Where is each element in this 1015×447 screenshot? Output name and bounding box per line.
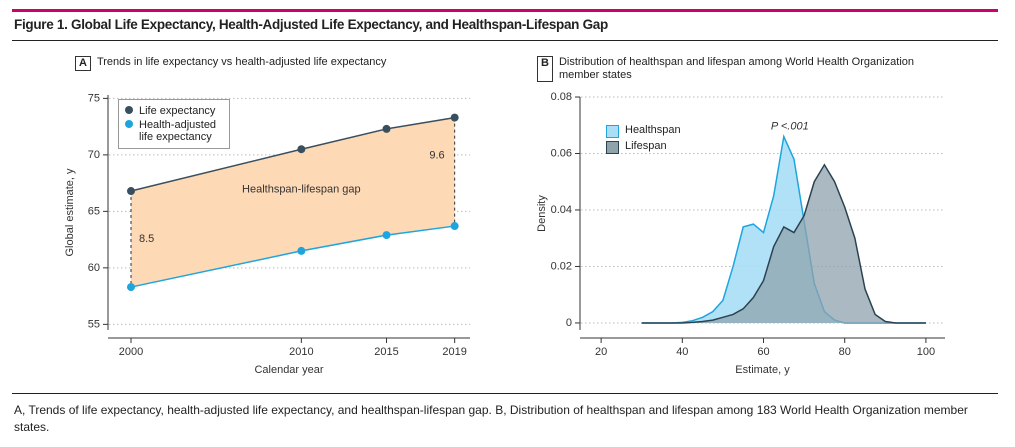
panel-header: A Trends in life expectancy vs health-adj…	[75, 56, 495, 71]
x-tick-label: 40	[676, 346, 688, 358]
legend-label: Healthspan	[625, 124, 681, 136]
legend-item: Healthspan	[606, 124, 681, 138]
legend-item: Lifespan	[606, 140, 681, 154]
point	[450, 113, 459, 122]
legend-item: Health-adjusted life expectancy	[125, 119, 223, 143]
rule	[12, 393, 998, 394]
caption: A, Trends of life expectancy, health-adj…	[14, 403, 968, 434]
top-bar	[12, 9, 998, 12]
legend-marker	[125, 120, 133, 128]
series-line	[130, 116, 455, 192]
legend-marker	[606, 125, 619, 138]
density-line	[641, 163, 926, 324]
y-tick-label: 70	[88, 149, 100, 161]
y-tick-label: 0.04	[551, 204, 572, 216]
x-tick-label: 100	[917, 346, 935, 358]
gap-label: Healthspan-lifespan gap	[242, 184, 361, 196]
panel-title: Distribution of healthspan and lifespan …	[558, 56, 915, 81]
x-tick-label: 2015	[374, 346, 398, 358]
y-tick-label: 0.06	[551, 147, 572, 159]
legend-marker	[125, 106, 133, 114]
x-axis-label: Calendar year	[254, 364, 323, 376]
panel-letter: A	[75, 56, 91, 71]
rule	[12, 40, 998, 41]
y-tick-label: 60	[88, 262, 100, 274]
legend: Healthspan Lifespan	[600, 119, 687, 159]
legend-label: Life expectancy	[139, 105, 216, 117]
x-tick-label: 2000	[119, 346, 143, 358]
point	[297, 246, 306, 255]
series-line	[130, 225, 455, 288]
legend-item: Life expectancy	[125, 105, 223, 117]
x-tick-label: 60	[757, 346, 769, 358]
gap-area	[130, 117, 455, 288]
panel-title: Trends in life expectancy vs health-adju…	[96, 56, 387, 68]
legend: Life expectancy Health-adjusted life expe…	[118, 99, 230, 149]
y-tick-label: 75	[88, 92, 100, 104]
gap-value: 9.6	[429, 149, 444, 161]
y-tick-label: 0.08	[551, 91, 572, 103]
gap-value: 8.5	[139, 233, 154, 245]
point	[297, 145, 306, 154]
y-axis-label: Global estimate, y	[64, 168, 76, 257]
y-tick-label: 55	[88, 318, 100, 330]
y-axis-label: Density	[536, 195, 548, 232]
point	[126, 283, 135, 292]
y-tick-label: 65	[88, 205, 100, 217]
point	[382, 231, 391, 240]
legend-label: Health-adjusted life expectancy	[139, 119, 217, 143]
annotation: P <.001	[771, 120, 809, 132]
y-tick-label: 0.02	[551, 260, 572, 272]
point	[450, 222, 459, 231]
x-tick-label: 20	[595, 346, 607, 358]
area-fill	[641, 164, 926, 323]
x-tick-label: 2019	[442, 346, 466, 358]
x-tick-label: 80	[839, 346, 851, 358]
point	[126, 187, 135, 196]
x-axis-label: Estimate, y	[735, 364, 790, 376]
point	[382, 124, 391, 133]
figure-title: Figure 1. Global Life Expectancy, Health…	[14, 17, 608, 32]
legend-marker	[606, 141, 619, 154]
legend-label: Lifespan	[625, 140, 667, 152]
panel-letter: B	[537, 56, 553, 82]
panel-header: B Distribution of healthspan and lifespan…	[537, 56, 947, 82]
x-tick-label: 2010	[289, 346, 313, 358]
y-tick-label: 0	[566, 317, 572, 329]
